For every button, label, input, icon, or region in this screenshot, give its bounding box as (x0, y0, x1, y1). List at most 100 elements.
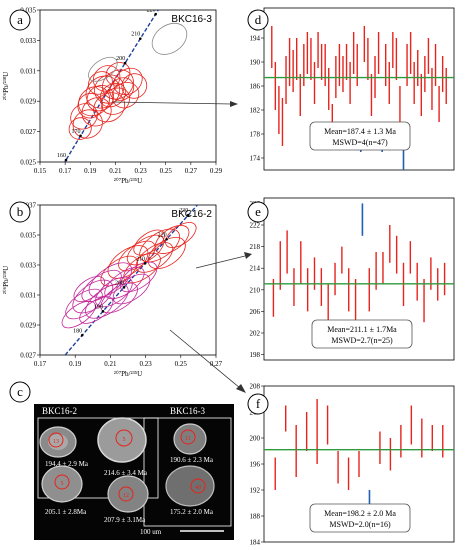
spot-label-1: 13 (53, 439, 59, 445)
panel-a-error-ellipse-20 (93, 92, 126, 123)
grain-age-4: 205.1 ± 2.8Ma (45, 508, 87, 516)
panel-a-error-ellipse-18 (78, 86, 110, 117)
panel-f-ytick-label-3: 196 (250, 461, 261, 469)
panel-d-age-bars: 174178182186190194198Mean=187.4 ± 1.3 Ma… (250, 7, 455, 171)
panel-b-error-ellipse-9 (165, 222, 197, 248)
cl-sample-label-left: BKC16-2 (42, 406, 77, 416)
panel-a-xtick-label-4: 0.23 (134, 167, 147, 175)
panel-b-error-ellipse-8 (147, 236, 186, 270)
cl-frame-bkc16-3 (143, 417, 232, 527)
panel-a-age-mark-160 (64, 158, 68, 162)
panel-b-xtick-label-1: 0.19 (69, 360, 82, 368)
panel-a-ytick-label-1: 0.027 (20, 128, 36, 136)
panel-a-error-ellipse-15 (87, 71, 113, 95)
panel-e-ytick-label-1: 202 (250, 330, 261, 338)
panel-a-age-label-200: 200 (116, 56, 125, 62)
panel-e-ytick-label-0: 198 (250, 351, 261, 359)
panel-b-age-mark-210 (143, 262, 147, 265)
panel-a-ytick-label-4: 0.033 (20, 37, 36, 45)
panel-b-yaxis-label: ²⁰⁶Pb/²³⁸U (2, 266, 10, 294)
grain-age-5: 207.9 ± 3.1Ma (104, 516, 146, 524)
spot-label-2: 5 (123, 437, 126, 443)
panel-b-ytick-label-1: 0.029 (20, 322, 36, 330)
panel-e-mswd-text: MSWD=2.7(n=25) (331, 336, 393, 345)
panel-a-ytick-label-2: 0.029 (20, 98, 36, 106)
panel-b-error-ellipse-1 (126, 234, 165, 266)
panel-b-age-label-210: 210 (136, 256, 145, 262)
cl-sample-label-right: BKC16-3 (170, 406, 206, 416)
analysis-spot-2 (115, 429, 133, 447)
panel-b-xaxis-label: ²⁰⁷Pb/²³⁵U (114, 370, 142, 378)
panel-d-mswd-text: MSWD=4(n=47) (332, 138, 388, 147)
panel-d-result-box (309, 121, 411, 151)
panel-a-plot-area: 160 170 200 210 220 (57, 7, 188, 162)
arrow-head-b-to-f (236, 384, 246, 393)
panel-d-ytick-label-5: 194 (250, 35, 261, 43)
panel-e-ytick-label-4: 214 (250, 265, 261, 273)
panel-b-error-ellipse-6 (135, 242, 174, 273)
panel-b-error-ellipse-14 (95, 276, 133, 308)
panel-a-error-ellipse-21 (88, 56, 118, 82)
panel-d-ytick-label-4: 190 (250, 59, 261, 67)
panel-b-sample-title: BKC16-2 (171, 209, 212, 220)
panel-b-error-ellipse-21 (100, 282, 138, 314)
panel-e-result-box (311, 319, 413, 349)
arrow-b-to-e (195, 255, 246, 269)
panel-a-ytick-label-0: 0.025 (20, 159, 36, 167)
panel-b-error-ellipse-17 (65, 288, 103, 320)
panel-letter-c-circle (9, 381, 31, 403)
grain-age-1: 194.4 ± 2.9 Ma (45, 460, 89, 468)
analysis-spot-5 (118, 486, 134, 502)
panel-a-error-ellipse-22 (151, 22, 188, 55)
panel-a-error-ellipse-2 (86, 85, 115, 112)
panel-c-cl-images: BKC16-2 BKC16-3 13 194.4 ± 2.9 Ma 5 214.… (34, 404, 234, 540)
spot-label-3: 11 (185, 436, 191, 442)
panel-a-error-ellipse-9 (109, 77, 135, 101)
spot-label-6: 49 (195, 485, 201, 491)
connector-arrows (111, 101, 252, 393)
panel-a-error-ellipse-5 (113, 67, 143, 96)
panel-b-error-ellipse-15 (72, 279, 114, 314)
panel-letter-f: f (256, 396, 261, 411)
panel-letter-c: c (17, 384, 23, 399)
panel-a-concordia-plot: 160 170 200 210 220 0.15 0.17 0.19 0.21 0.23 0.25 0… (2, 7, 223, 186)
panel-a-ytick-label-5: 0.035 (20, 7, 36, 15)
panel-b-error-ellipse-24 (119, 261, 158, 293)
analysis-spot-6 (190, 478, 206, 494)
panel-letters: a b c d e f (9, 9, 269, 415)
panel-b-error-ellipse-12 (88, 262, 133, 298)
analysis-spot-1 (48, 432, 64, 448)
panel-a-xtick-label-1: 0.17 (59, 167, 72, 175)
panel-d-ytick-label-3: 186 (250, 83, 261, 91)
panel-b-error-ellipse-22 (73, 276, 105, 302)
panel-b-error-ellipse-10 (100, 255, 138, 287)
panel-a-error-ellipse-12 (72, 109, 103, 139)
zircon-grain-2 (97, 417, 147, 463)
panel-b-concordia-plot: 180 190 200 210 220 230 0.17 0.19 0.21 0.23 0.25 0.… (2, 202, 223, 379)
panel-b-ytick-label-0: 0.027 (20, 352, 36, 360)
panel-a-ytick-label-3: 0.031 (20, 67, 36, 75)
panel-b-age-mark-190 (101, 310, 105, 313)
panel-b-age-mark-200 (122, 286, 126, 289)
cl-frame-bkc16-2 (37, 417, 159, 499)
analysis-spot-4 (54, 474, 70, 490)
panel-a-age-label-210: 210 (131, 32, 140, 38)
panel-f-ytick-label-6: 208 (250, 383, 261, 391)
panel-e-ytick-label-2: 206 (250, 308, 261, 316)
panel-b-xtick-label-5: 0.27 (210, 360, 223, 368)
panel-d-ytick-label-2: 182 (250, 107, 261, 115)
panel-a-age-mark-220 (154, 13, 157, 16)
panel-a-age-label-220: 220 (147, 7, 156, 13)
panel-f-ytick-label-0: 184 (250, 539, 261, 547)
panel-b-error-ellipse-4 (154, 225, 190, 254)
panel-e-ytick-label-6: 222 (250, 222, 261, 230)
panel-f-ytick-label-2: 192 (250, 487, 261, 495)
panel-b-plot-area: 180 190 200 210 220 230 (61, 205, 199, 355)
panel-b-xtick-label-0: 0.17 (34, 360, 47, 368)
panel-f-ytick-label-1: 188 (250, 513, 261, 521)
panel-a-xtick-label-6: 0.27 (185, 167, 198, 175)
panel-a-xtick-label-5: 0.25 (160, 167, 173, 175)
grain-age-2: 214.6 ± 3.4 Ma (104, 469, 148, 477)
panel-a-age-mark-200 (123, 61, 127, 65)
